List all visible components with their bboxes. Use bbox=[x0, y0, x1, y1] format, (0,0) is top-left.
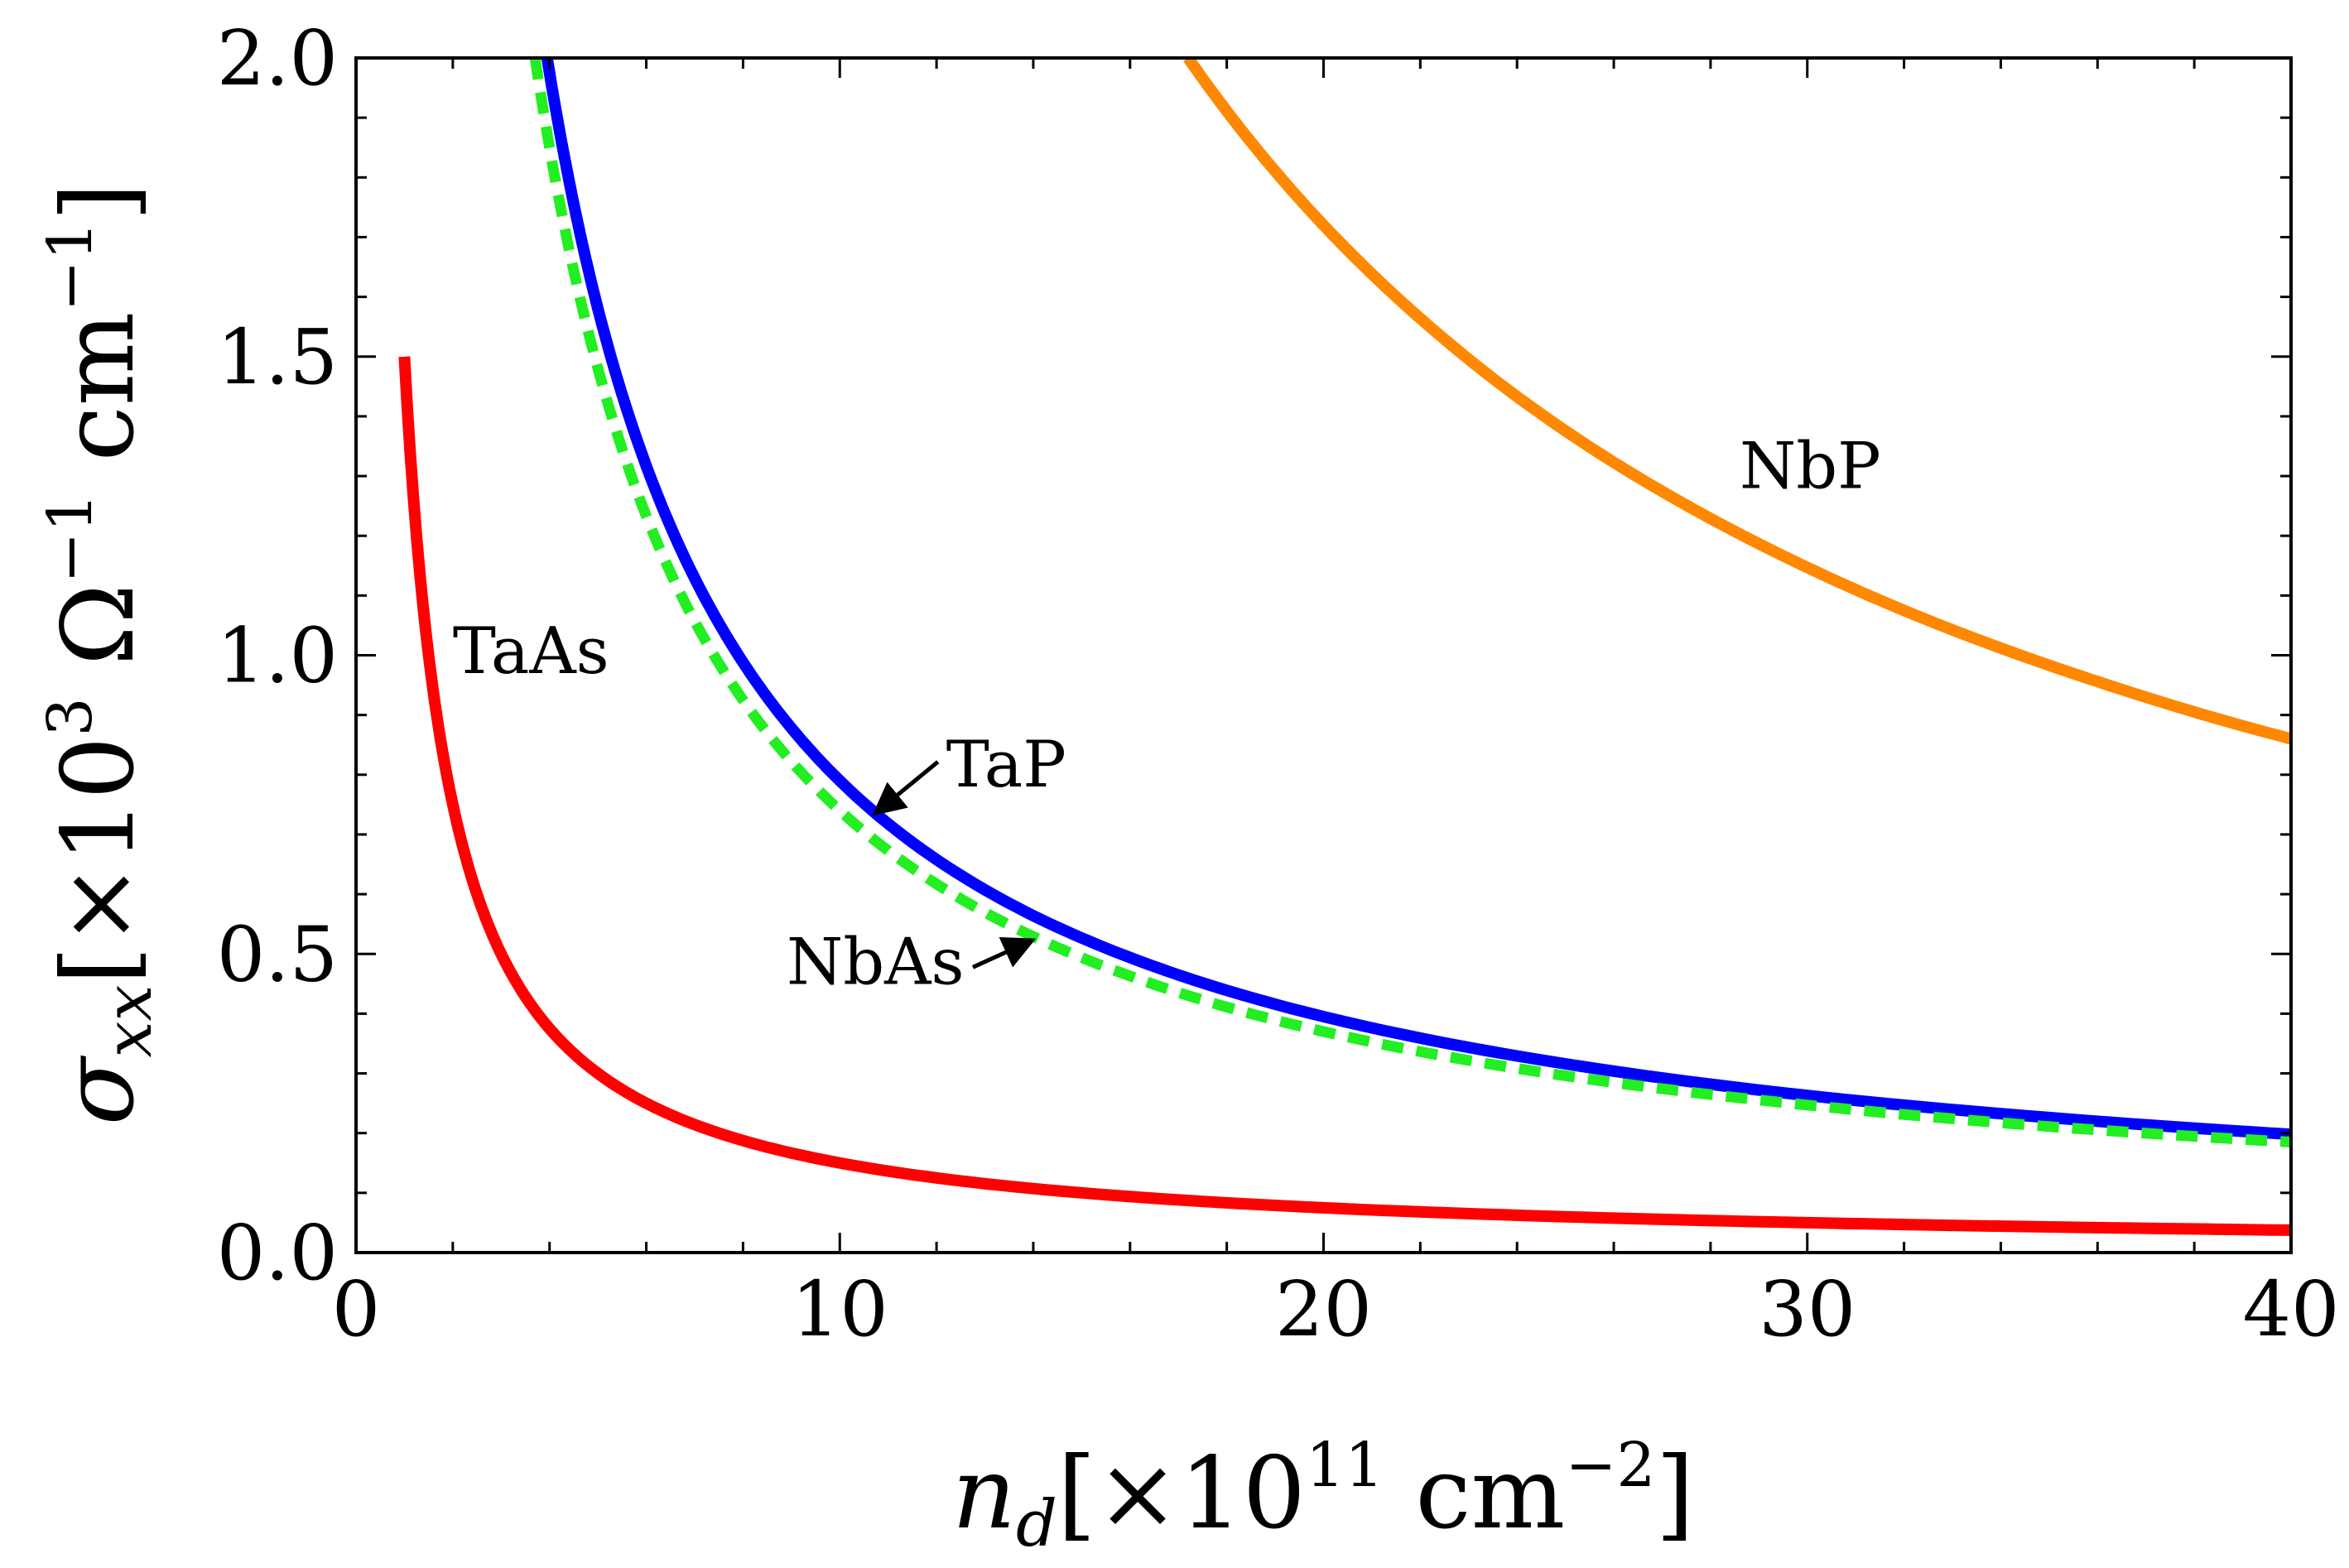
annotation-arrow-nbas bbox=[971, 937, 1037, 969]
series-line-nbas bbox=[529, 58, 2291, 1147]
annotation-tap: TaP bbox=[946, 728, 1066, 802]
series-line-taas bbox=[398, 356, 2291, 1236]
annotations-layer: TaAs NbP TaP NbAs bbox=[453, 429, 1881, 999]
annotation-taas: TaAs bbox=[453, 614, 609, 689]
annotation-nbp: NbP bbox=[1740, 429, 1881, 503]
annotation-nbas: NbAs bbox=[787, 925, 965, 999]
x-tick-label: 10 bbox=[792, 1265, 888, 1354]
y-tick-label: 1.5 bbox=[217, 313, 338, 402]
annotation-arrow-tap bbox=[872, 760, 940, 816]
x-tick-label: 20 bbox=[1275, 1265, 1372, 1354]
y-tick-label: 2.0 bbox=[217, 14, 338, 103]
x-tick-label: 40 bbox=[2242, 1265, 2339, 1354]
y-tick-label: 0.5 bbox=[217, 910, 338, 998]
x-tick-label: 30 bbox=[1759, 1265, 1856, 1354]
y-tick-label: 0.0 bbox=[217, 1209, 338, 1297]
series-layer bbox=[398, 58, 2291, 1236]
tick-labels-layer: 0 10 20 30 40 0.0 0.5 1.0 1.5 2.0 bbox=[217, 14, 2340, 1354]
y-tick-label: 1.0 bbox=[217, 612, 338, 700]
y-axis-title: σxx[×103 Ω−1 cm−1] bbox=[35, 183, 166, 1126]
x-tick-label: 0 bbox=[332, 1265, 381, 1354]
series-line-nbp bbox=[1183, 58, 2291, 745]
x-axis-title: nd[×1011 cm−2] bbox=[952, 1430, 1695, 1561]
series-line-tap bbox=[541, 58, 2291, 1141]
plot-frame bbox=[354, 56, 2293, 1254]
